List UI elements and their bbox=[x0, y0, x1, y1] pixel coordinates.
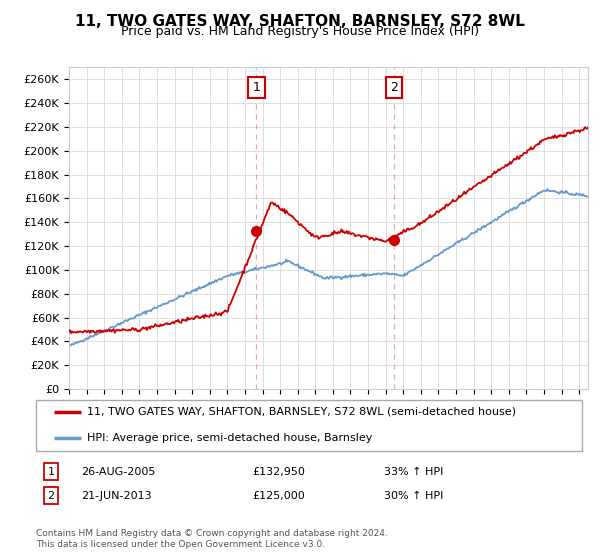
Text: £132,950: £132,950 bbox=[252, 466, 305, 477]
Text: 2: 2 bbox=[47, 491, 55, 501]
Text: 30% ↑ HPI: 30% ↑ HPI bbox=[384, 491, 443, 501]
Text: 11, TWO GATES WAY, SHAFTON, BARNSLEY, S72 8WL (semi-detached house): 11, TWO GATES WAY, SHAFTON, BARNSLEY, S7… bbox=[87, 407, 516, 417]
Text: £125,000: £125,000 bbox=[252, 491, 305, 501]
Text: 33% ↑ HPI: 33% ↑ HPI bbox=[384, 466, 443, 477]
Text: 26-AUG-2005: 26-AUG-2005 bbox=[81, 466, 155, 477]
Text: 2: 2 bbox=[390, 81, 398, 94]
Text: 11, TWO GATES WAY, SHAFTON, BARNSLEY, S72 8WL: 11, TWO GATES WAY, SHAFTON, BARNSLEY, S7… bbox=[75, 14, 525, 29]
Text: HPI: Average price, semi-detached house, Barnsley: HPI: Average price, semi-detached house,… bbox=[87, 433, 373, 443]
Text: 21-JUN-2013: 21-JUN-2013 bbox=[81, 491, 152, 501]
Text: Price paid vs. HM Land Registry's House Price Index (HPI): Price paid vs. HM Land Registry's House … bbox=[121, 25, 479, 38]
Text: Contains HM Land Registry data © Crown copyright and database right 2024.
This d: Contains HM Land Registry data © Crown c… bbox=[36, 529, 388, 549]
Text: 1: 1 bbox=[253, 81, 260, 94]
Text: 1: 1 bbox=[47, 466, 55, 477]
